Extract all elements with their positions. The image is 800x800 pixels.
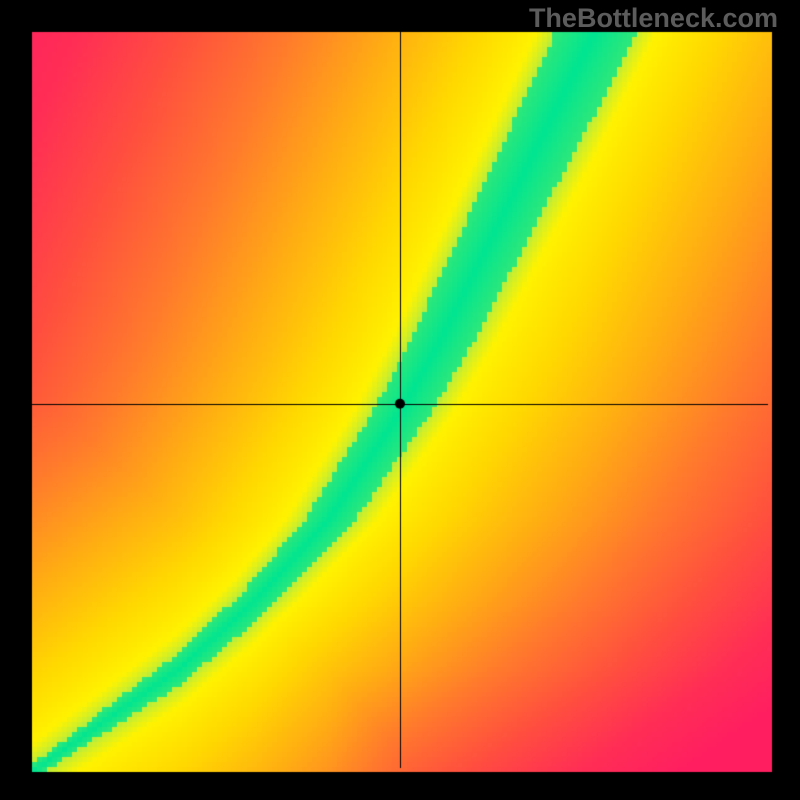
bottleneck-heatmap — [0, 0, 800, 800]
watermark-text: TheBottleneck.com — [529, 3, 778, 34]
